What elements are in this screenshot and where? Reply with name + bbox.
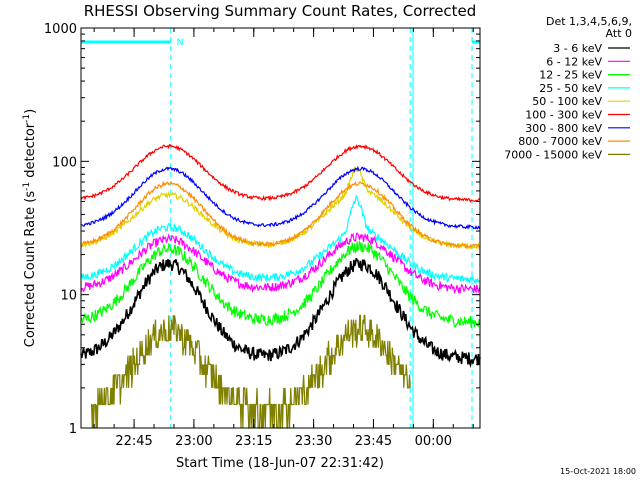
x-axis-label: Start Time (18-Jun-07 22:31:42) [176, 456, 384, 471]
y-tick-label-2: 10 [60, 289, 77, 304]
legend-label-1: 6 - 12 keV [546, 55, 602, 68]
x-tick-label-5: 00:00 [415, 434, 452, 449]
timestamp: 15-Oct-2021 18:00 [560, 467, 636, 476]
legend-label-3: 25 - 50 keV [539, 82, 602, 95]
legend-label-2: 12 - 25 keV [539, 69, 602, 82]
x-tick-label-1: 23:00 [175, 434, 212, 449]
y-tick-label-3: 1 [69, 422, 77, 437]
y-axis-label: Corrected Count Rate (s-1 detector-1) [22, 109, 38, 347]
series-line-4 [80, 166, 481, 251]
legend-label-4: 50 - 100 keV [532, 95, 602, 108]
legend-label-6: 300 - 800 keV [525, 122, 602, 135]
y-axis-label-mid: detector [23, 122, 38, 182]
night-bands: N [81, 38, 480, 48]
legend-label-8: 7000 - 15000 keV [504, 148, 602, 161]
y-axis-label-end: ) [23, 109, 38, 114]
y-axis-label-sup1: -1 [22, 182, 32, 191]
series-layer [80, 143, 481, 429]
legend-header-1: Det 1,3,4,5,6,9, [546, 15, 632, 28]
plot-frame [80, 27, 481, 429]
series-line-5 [80, 143, 481, 203]
series-line-3 [80, 194, 481, 285]
y-axis: 1000 100 10 1 [44, 22, 480, 437]
y-tick-label-1: 100 [52, 155, 77, 170]
y-axis-label-main: Corrected Count Rate (s [23, 191, 38, 348]
y-axis-label-sup2: -1 [22, 114, 32, 123]
series-line-8 [91, 314, 411, 429]
x-tick-label-4: 23:45 [355, 434, 392, 449]
series-line-1 [80, 231, 481, 294]
chart-title: RHESSI Observing Summary Count Rates, Co… [84, 2, 477, 20]
series-line-7 [80, 180, 481, 249]
y-tick-label-0: 1000 [44, 22, 77, 37]
legend-label-7: 800 - 7000 keV [518, 135, 602, 148]
x-tick-label-2: 23:15 [235, 434, 272, 449]
legend-header-2: Att 0 [606, 27, 632, 40]
series-line-6 [81, 165, 481, 230]
x-tick-label-3: 23:30 [295, 434, 332, 449]
series-line-0 [80, 257, 481, 369]
legend-label-0: 3 - 6 keV [553, 42, 602, 55]
x-axis: 22:45 23:00 23:15 23:30 23:45 00:00 [93, 28, 474, 449]
night-label: N [177, 38, 184, 48]
legend-label-5: 100 - 300 keV [525, 109, 602, 122]
series-line-2 [80, 239, 481, 328]
x-tick-label-0: 22:45 [115, 434, 152, 449]
